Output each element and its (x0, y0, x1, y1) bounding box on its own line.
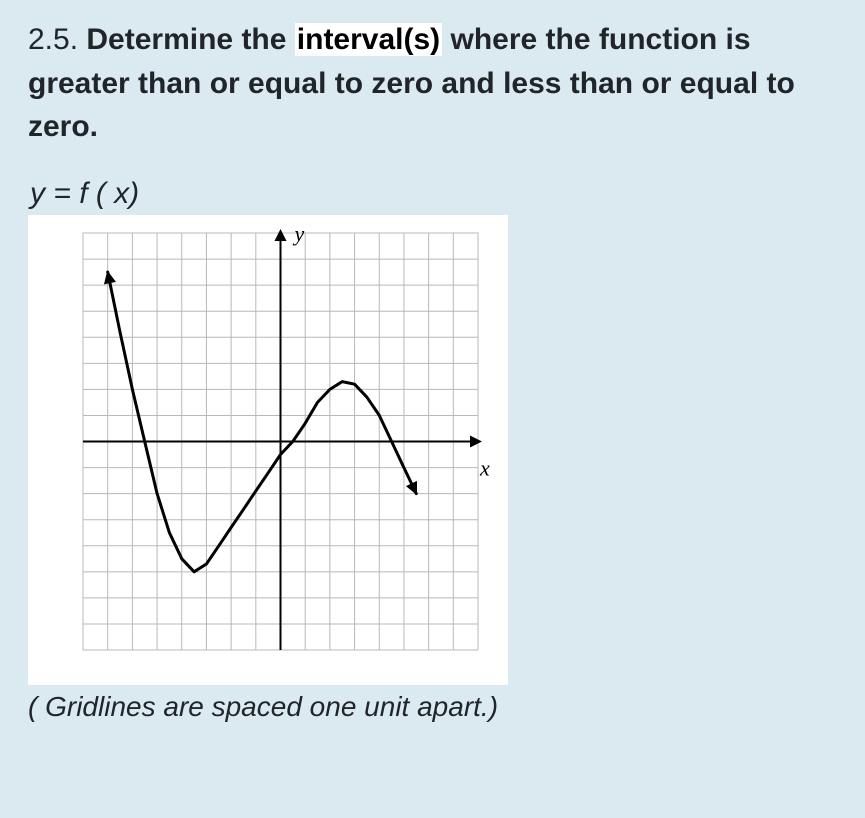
question-prefix: Determine the (86, 23, 294, 56)
question-highlight: interval(s) (295, 23, 442, 56)
page-root: 2.5. Determine the interval(s) where the… (0, 0, 865, 818)
question-number: 2.5. (28, 23, 78, 56)
svg-text:y: y (293, 221, 305, 246)
chart-container: yx (28, 215, 508, 685)
svg-text:x: x (479, 455, 490, 480)
footnote: ( Gridlines are spaced one unit apart.) (28, 691, 837, 723)
function-graph: yx (28, 215, 508, 685)
question-text: 2.5. Determine the interval(s) where the… (28, 18, 837, 149)
equation: y = f ( x) (30, 177, 837, 211)
